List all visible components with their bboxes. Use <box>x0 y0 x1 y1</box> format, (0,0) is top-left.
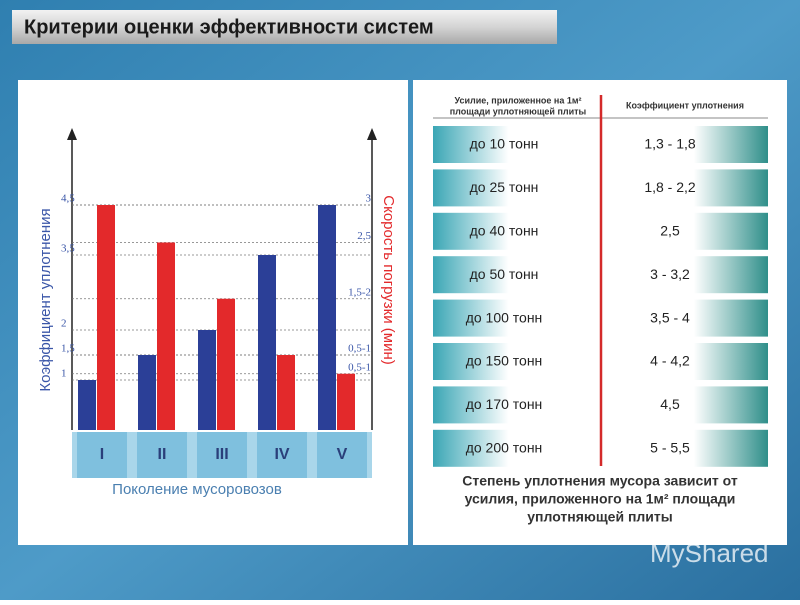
force-cell <box>433 299 601 337</box>
table-header: Коэффициент уплотнения <box>626 100 744 110</box>
y-tick-label: 2 <box>61 318 67 330</box>
force-cell <box>433 343 601 380</box>
caption: усилия, приложенного на 1м² площади <box>465 491 736 507</box>
force-text: до 100 тонн <box>466 309 543 325</box>
x-tick-label: V <box>337 446 348 463</box>
x-tick-label: II <box>158 446 167 463</box>
table-header: Усилие, приложенное на 1м² <box>454 95 581 105</box>
coefficient-text: 1,8 - 2,2 <box>644 179 696 195</box>
y2-axis-label: Скорость погрузки (мин) <box>380 195 397 365</box>
coefficient-cell <box>603 126 768 163</box>
bar <box>78 380 96 430</box>
coefficient-cell <box>603 212 768 250</box>
force-text: до 170 тонн <box>466 396 543 412</box>
category-box <box>317 432 367 478</box>
bar <box>277 355 295 430</box>
force-cell <box>433 256 601 294</box>
coefficient-cell <box>603 256 768 294</box>
y2-tick-label: 2,5 <box>357 230 371 242</box>
coefficient-cell <box>603 343 768 380</box>
watermark: MyShared <box>650 538 769 568</box>
bar <box>318 205 336 430</box>
bar <box>217 298 235 430</box>
caption: Степень уплотнения мусора зависит от <box>462 473 738 489</box>
coefficient-cell <box>603 429 768 467</box>
coefficient-text: 2,5 <box>660 223 680 239</box>
category-box <box>257 432 307 478</box>
y2-tick-label: 0,5-1 <box>348 343 371 355</box>
coefficient-text: 4 - 4,2 <box>650 353 690 369</box>
category-box <box>77 432 127 478</box>
force-text: до 25 тонн <box>470 179 539 195</box>
bar <box>337 373 355 430</box>
x-tick-label: I <box>100 446 104 463</box>
bar <box>157 242 175 430</box>
force-cell <box>433 126 601 163</box>
coefficient-text: 1,3 - 1,8 <box>644 136 696 152</box>
coefficient-text: 3 - 3,2 <box>650 266 690 282</box>
table-header: площади уплотняющей плиты <box>450 106 587 116</box>
y-tick-label: 1 <box>61 368 67 380</box>
category-box <box>137 432 187 478</box>
force-text: до 200 тонн <box>466 440 543 456</box>
bar <box>97 205 115 430</box>
y-axis-label: Коэффициент уплотнения <box>37 208 54 391</box>
caption: уплотняющей плиты <box>527 509 672 525</box>
bar <box>138 355 156 430</box>
force-text: до 10 тонн <box>470 136 539 152</box>
slide-title: Критерии оценки эффективности систем <box>24 16 434 38</box>
force-cell <box>433 169 601 207</box>
force-text: до 40 тонн <box>470 223 539 239</box>
coefficient-cell <box>603 299 768 337</box>
y2-tick-label: 1,5-2 <box>348 286 371 298</box>
force-cell <box>433 386 601 424</box>
y-tick-label: 1,5 <box>61 343 75 355</box>
x-tick-label: III <box>215 446 228 463</box>
y2-tick-label: 0,5-1 <box>348 361 371 373</box>
bar <box>258 255 276 430</box>
y-tick-label: 4,5 <box>61 193 75 205</box>
force-cell <box>433 212 601 250</box>
force-text: до 150 тонн <box>466 353 543 369</box>
force-text: до 50 тонн <box>470 266 539 282</box>
coefficient-text: 4,5 <box>660 396 680 412</box>
y2-axis-arrow <box>367 128 377 140</box>
x-tick-label: IV <box>274 446 289 463</box>
y-axis-arrow <box>67 128 77 140</box>
coefficient-cell <box>603 386 768 424</box>
coefficient-cell <box>603 169 768 207</box>
force-cell <box>433 429 601 467</box>
category-box <box>197 432 247 478</box>
coefficient-text: 5 - 5,5 <box>650 440 690 456</box>
x-axis-label: Поколение мусоровозов <box>112 481 282 498</box>
bar <box>198 330 216 430</box>
y2-tick-label: 3 <box>366 193 372 205</box>
title-bar <box>12 10 557 44</box>
y-tick-label: 3,5 <box>61 243 75 255</box>
coefficient-text: 3,5 - 4 <box>650 309 690 325</box>
